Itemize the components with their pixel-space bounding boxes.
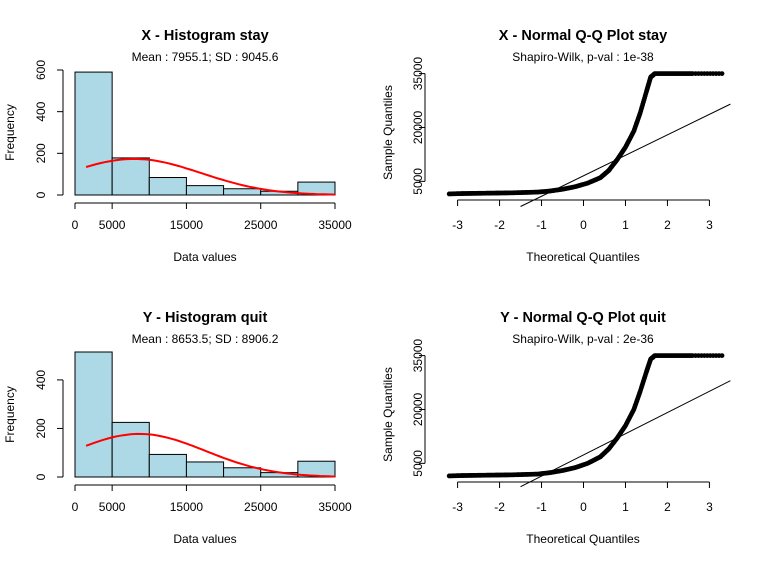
- panel-2: X - Normal Q-Q Plot stay Shapiro-Wilk, p-…: [381, 28, 731, 264]
- histogram-bar: [185, 461, 225, 478]
- chart-title: Y - Normal Q-Q Plot quit: [500, 310, 666, 326]
- y-tick-label: 35000: [411, 57, 425, 91]
- x-tick-label: 5000: [99, 500, 126, 514]
- x-tick-label: 1: [622, 218, 629, 232]
- chart-subtitle: Mean : 8653.5; SD : 8906.2: [132, 332, 279, 346]
- x-axis-label: Data values: [173, 250, 236, 264]
- x-axis-label: Theoretical Quantiles: [526, 532, 639, 546]
- y-tick-label: 5000: [411, 450, 425, 477]
- histogram-bar: [74, 71, 113, 196]
- x-tick-label: -2: [494, 218, 505, 232]
- histogram-bar: [297, 460, 336, 478]
- x-tick-label: 0: [580, 500, 587, 514]
- histogram-bar: [223, 188, 262, 196]
- x-axis-label: Theoretical Quantiles: [526, 250, 639, 264]
- x-tick-label: 25000: [244, 500, 278, 514]
- y-axis-label: Sample Quantiles: [381, 85, 395, 180]
- panel-1: X - Histogram stay Mean : 7955.1; SD : 90…: [3, 28, 352, 264]
- y-tick-label: 600: [34, 60, 48, 80]
- y-tick-label: 35000: [411, 339, 425, 373]
- x-tick-label: 0: [580, 218, 587, 232]
- y-tick-label: 400: [34, 101, 48, 121]
- chart-title: X - Normal Q-Q Plot stay: [499, 28, 667, 44]
- histogram-bar: [185, 185, 225, 196]
- x-tick-label: -1: [536, 218, 547, 232]
- y-axis-label: Frequency: [3, 104, 17, 161]
- histogram-bar: [74, 351, 113, 478]
- x-tick-label: -1: [536, 500, 547, 514]
- y-tick-label: 20000: [411, 110, 425, 144]
- y-tick-label: 5000: [411, 168, 425, 195]
- chart-subtitle: Shapiro-Wilk, p-val : 1e-38: [512, 50, 654, 64]
- panel-3: Y - Histogram quit Mean : 8653.5; SD : 89…: [3, 310, 352, 546]
- qq-point: [719, 71, 725, 76]
- chart-title: X - Histogram stay: [141, 28, 268, 44]
- x-tick-label: -3: [452, 218, 463, 232]
- y-tick-label: 0: [34, 473, 48, 480]
- x-tick-label: 5000: [99, 218, 126, 232]
- y-tick-label: 200: [34, 418, 48, 438]
- x-tick-label: 2: [664, 500, 671, 514]
- x-tick-label: 35000: [318, 218, 352, 232]
- x-tick-label: 2: [664, 218, 671, 232]
- histogram-bar: [148, 177, 187, 196]
- density-curve: [85, 157, 336, 196]
- y-tick-label: 20000: [411, 392, 425, 426]
- chart-title: Y - Histogram quit: [143, 310, 268, 326]
- histogram-bar: [223, 467, 262, 478]
- x-tick-label: 0: [72, 500, 79, 514]
- panel-4: Y - Normal Q-Q Plot quit Shapiro-Wilk, p-…: [381, 310, 731, 546]
- x-tick-label: -2: [494, 500, 505, 514]
- chart-subtitle: Shapiro-Wilk, p-val : 2e-36: [512, 332, 654, 346]
- x-tick-label: 35000: [318, 500, 352, 514]
- x-tick-label: 1: [622, 500, 629, 514]
- density-curve: [85, 432, 336, 478]
- histogram-bar: [111, 157, 150, 196]
- y-tick-label: 400: [34, 370, 48, 390]
- y-axis-label: Sample Quantiles: [381, 367, 395, 462]
- histogram-bar: [111, 421, 150, 478]
- x-tick-label: 15000: [170, 218, 204, 232]
- reference-line: [520, 380, 731, 488]
- qq-point: [719, 353, 725, 358]
- y-tick-label: 200: [34, 143, 48, 163]
- x-tick-label: -3: [452, 500, 463, 514]
- histogram-bar: [148, 453, 187, 478]
- x-tick-label: 25000: [244, 218, 278, 232]
- x-tick-label: 15000: [170, 500, 204, 514]
- x-tick-label: 3: [706, 500, 713, 514]
- x-tick-label: 3: [706, 218, 713, 232]
- chart-subtitle: Mean : 7955.1; SD : 9045.6: [132, 50, 279, 64]
- y-axis-label: Frequency: [3, 386, 17, 443]
- x-tick-label: 0: [72, 218, 79, 232]
- y-tick-label: 0: [34, 191, 48, 198]
- x-axis-label: Data values: [173, 532, 236, 546]
